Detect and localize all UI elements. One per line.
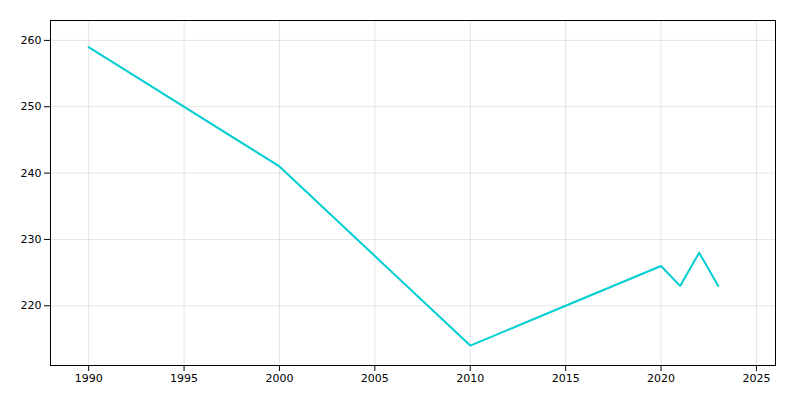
svg-text:1995: 1995 <box>170 372 198 385</box>
svg-text:1990: 1990 <box>75 372 103 385</box>
svg-text:2025: 2025 <box>742 372 770 385</box>
svg-text:2020: 2020 <box>647 372 675 385</box>
svg-text:2015: 2015 <box>552 372 580 385</box>
svg-text:220: 220 <box>21 299 42 312</box>
svg-text:260: 260 <box>21 34 42 47</box>
svg-text:240: 240 <box>21 167 42 180</box>
svg-text:2005: 2005 <box>361 372 389 385</box>
svg-text:250: 250 <box>21 100 42 113</box>
svg-text:2010: 2010 <box>456 372 484 385</box>
svg-text:2000: 2000 <box>265 372 293 385</box>
svg-text:230: 230 <box>21 233 42 246</box>
